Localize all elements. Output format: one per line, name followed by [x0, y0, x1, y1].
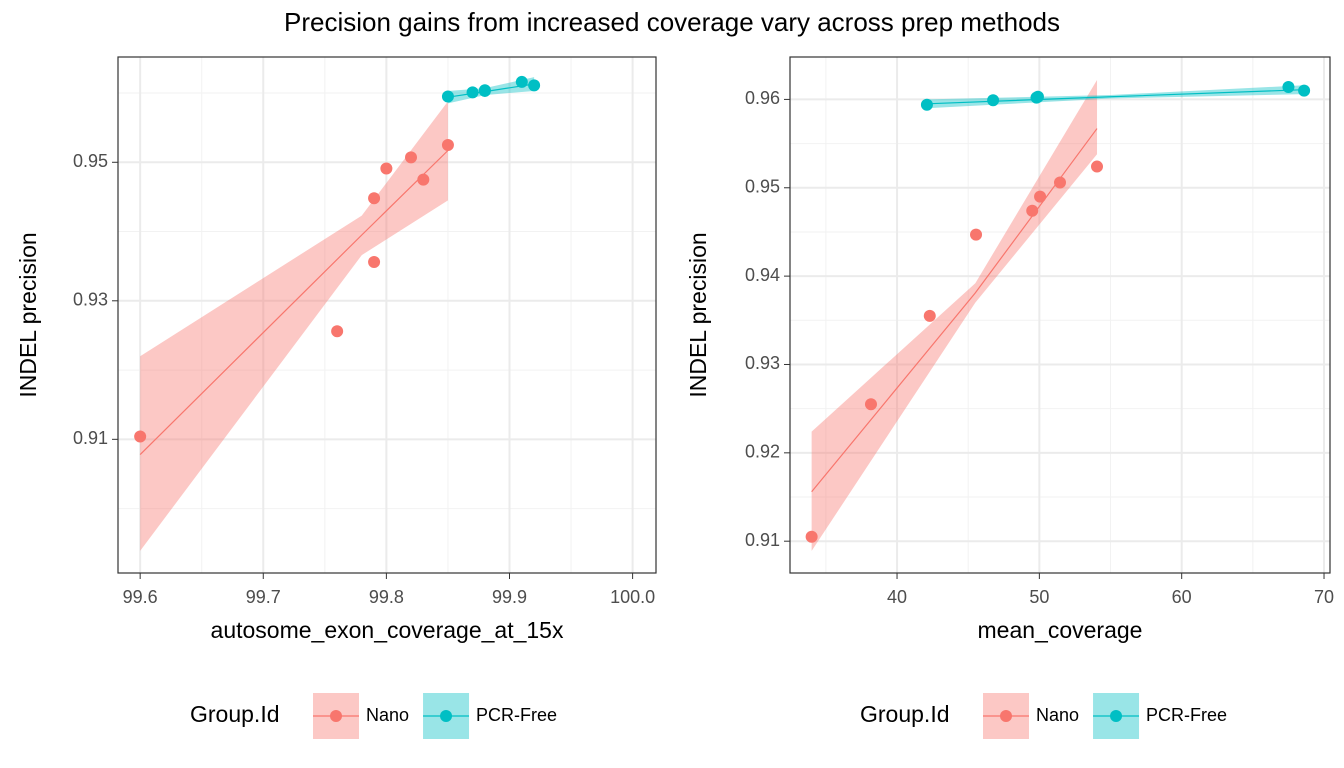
x-tick-label: 50 — [1029, 587, 1049, 607]
legend-key-point — [1000, 710, 1012, 722]
plot-panel — [790, 57, 1330, 573]
x-axis-label: mean_coverage — [978, 617, 1143, 643]
y-axis-label: INDEL precision — [15, 232, 41, 397]
data-point — [417, 173, 430, 186]
data-point — [1282, 81, 1295, 94]
data-point — [1298, 84, 1311, 97]
legend-title: Group.Id — [860, 701, 950, 727]
data-point — [864, 398, 877, 411]
data-point — [380, 162, 393, 175]
y-tick-label: 0.95 — [745, 177, 780, 197]
figure-title: Precision gains from increased coverage … — [284, 7, 1060, 37]
panel-border — [789, 56, 1331, 574]
data-point — [1054, 176, 1066, 189]
x-tick-label: 99.7 — [246, 587, 281, 607]
confidence-band — [140, 101, 448, 551]
x-tick-label: 99.9 — [492, 587, 527, 607]
y-tick-label: 0.91 — [73, 428, 108, 448]
data-point — [515, 75, 528, 88]
data-point — [405, 151, 418, 164]
legend-key-point — [1110, 710, 1123, 722]
y-tick-label: 0.93 — [73, 290, 108, 310]
legend-label: Nano — [1036, 705, 1079, 725]
data-point — [987, 94, 1000, 107]
y-axis-label: INDEL precision — [685, 232, 711, 397]
data-point — [528, 79, 541, 92]
data-point — [441, 138, 454, 151]
legend-label: Nano — [366, 705, 409, 725]
data-point — [478, 84, 491, 97]
x-tick-label: 99.6 — [123, 587, 158, 607]
y-tick-label: 0.93 — [745, 353, 780, 373]
y-tick-label: 0.95 — [73, 151, 108, 171]
data-point — [970, 228, 983, 241]
legend-label: PCR-Free — [476, 705, 557, 725]
y-tick-label: 0.96 — [745, 88, 780, 108]
legend-key-point — [440, 710, 453, 722]
y-tick-label: 0.91 — [745, 530, 780, 550]
x-axis-label: autosome_exon_coverage_at_15x — [211, 617, 564, 643]
confidence-band — [811, 79, 1098, 551]
data-point — [368, 256, 381, 269]
data-point — [441, 90, 454, 103]
data-point — [368, 192, 381, 205]
data-point — [1091, 160, 1104, 173]
data-point — [331, 325, 344, 338]
data-point — [1031, 90, 1044, 103]
legend-label: PCR-Free — [1146, 705, 1227, 725]
x-tick-label: 99.8 — [369, 587, 404, 607]
x-tick-label: 70 — [1314, 587, 1334, 607]
data-point — [1034, 190, 1047, 203]
y-tick-label: 0.92 — [745, 442, 780, 462]
data-point — [923, 309, 936, 322]
data-point — [805, 530, 818, 543]
x-tick-label: 40 — [887, 587, 907, 607]
data-point — [466, 86, 479, 99]
panel-border — [117, 56, 657, 574]
y-tick-label: 0.94 — [745, 265, 780, 285]
data-point — [134, 430, 147, 443]
data-point — [920, 98, 933, 111]
data-point — [1026, 204, 1039, 217]
legend-title: Group.Id — [190, 701, 280, 727]
legend-key-point — [330, 710, 342, 722]
x-tick-label: 60 — [1172, 587, 1192, 607]
x-tick-label: 100.0 — [610, 587, 655, 607]
